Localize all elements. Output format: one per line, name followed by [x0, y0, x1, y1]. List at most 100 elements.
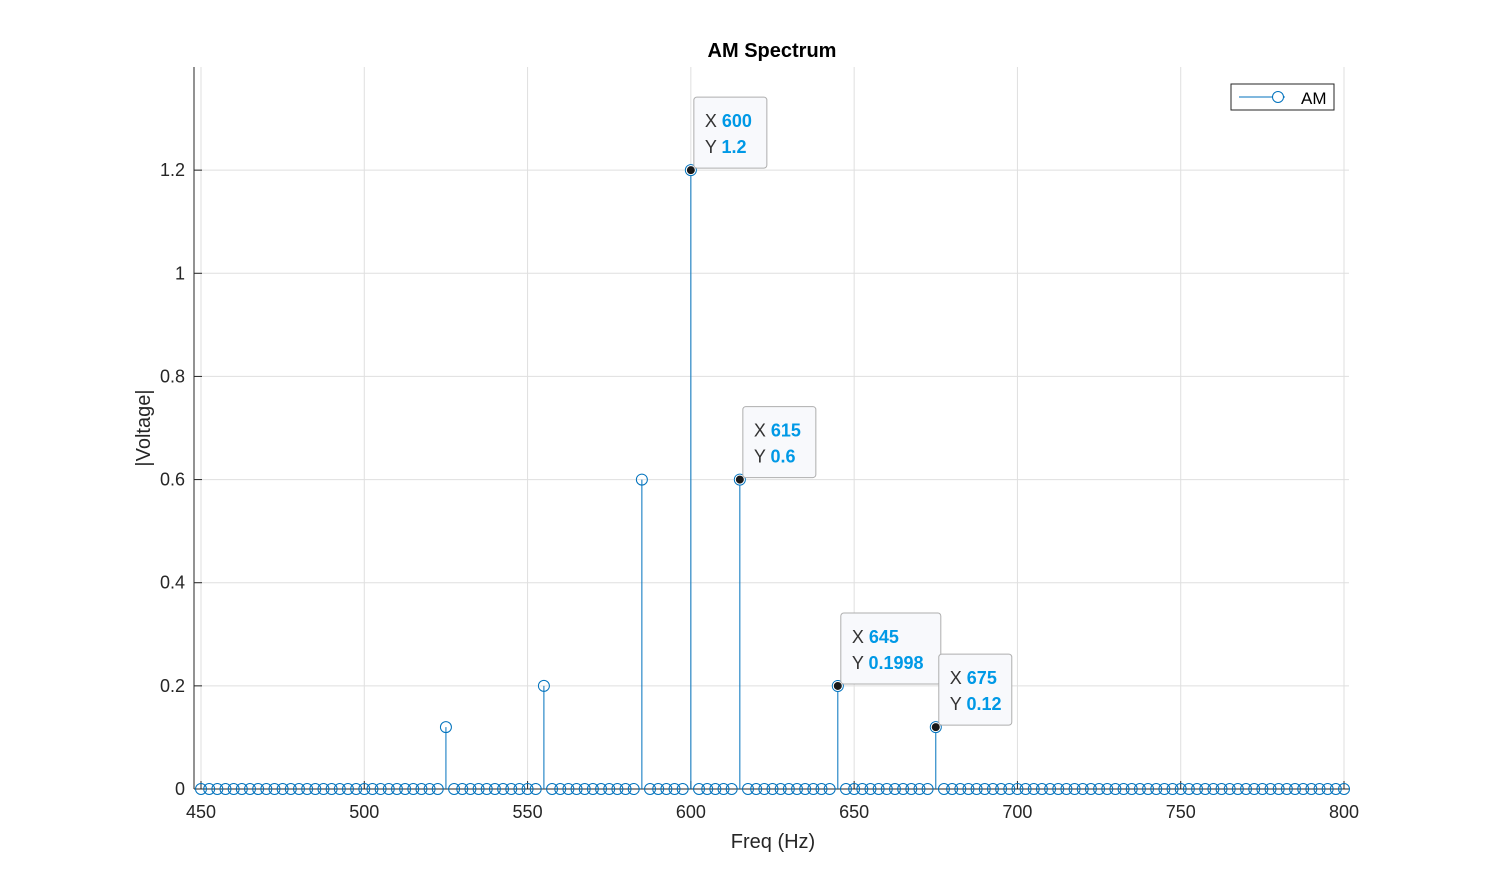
stem-marker — [537, 679, 550, 692]
axes-layer: 450 500 550 600 650 700 750 800 0 0.2 0.4 0.6 0.8 1 1.… — [160, 67, 1359, 822]
stem-marker — [595, 783, 608, 795]
stem-marker — [652, 783, 665, 795]
datatip-x: X 615 — [754, 421, 801, 441]
y-tick-label: 0.4 — [160, 573, 185, 593]
stem-marker — [243, 783, 256, 795]
stem-marker — [1101, 783, 1114, 795]
stem-marker — [382, 783, 395, 795]
x-axis-label: Freq (Hz) — [731, 831, 815, 853]
y-tick-label: 1 — [175, 263, 185, 283]
stem-marker — [709, 783, 722, 795]
stem-marker — [341, 783, 354, 795]
stem-marker — [276, 783, 289, 795]
stem-marker — [333, 783, 346, 795]
stem-marker — [456, 783, 469, 795]
stem-marker — [431, 783, 444, 795]
stem-marker — [1264, 783, 1277, 795]
datatip-x: X 645 — [852, 627, 899, 647]
x-tick-label: 550 — [513, 802, 543, 822]
stem-marker — [978, 783, 991, 795]
stem-marker — [1035, 783, 1048, 795]
stem-marker — [358, 783, 371, 795]
stem-marker — [464, 783, 477, 795]
legend: AM — [1230, 83, 1335, 111]
stem-marker — [1240, 783, 1253, 795]
stem-marker — [1117, 783, 1130, 795]
stem-marker — [962, 783, 975, 795]
datatip-y: Y 0.6 — [754, 447, 796, 467]
stem-marker — [1199, 783, 1212, 795]
stem-marker — [790, 783, 803, 795]
y-tick-label: 0 — [175, 779, 185, 799]
stem-marker — [480, 783, 493, 795]
x-tick-label: 700 — [1002, 802, 1032, 822]
stem-marker — [644, 783, 657, 795]
stem-marker — [995, 783, 1008, 795]
stem-marker — [211, 783, 224, 795]
stem-marker — [448, 783, 461, 795]
stem-marker — [733, 473, 746, 486]
stem-marker — [374, 783, 387, 795]
stem-marker — [1003, 783, 1016, 795]
stem-marker — [578, 783, 591, 795]
stem-marker — [807, 783, 820, 795]
stem-marker — [668, 783, 681, 795]
x-tick-label: 450 — [186, 802, 216, 822]
stem-marker — [856, 783, 869, 795]
stem-marker — [309, 783, 322, 795]
stem-marker — [611, 783, 624, 795]
stem-marker — [635, 473, 648, 486]
stem-marker — [268, 783, 281, 795]
stem-marker — [1044, 783, 1057, 795]
stem-marker — [513, 783, 526, 795]
x-tick-label: 600 — [676, 802, 706, 822]
stem-marker — [880, 783, 893, 795]
y-tick-label: 1.2 — [160, 160, 185, 180]
datatip-marker — [832, 680, 843, 691]
stem-marker — [292, 783, 305, 795]
stem-marker — [921, 783, 934, 795]
stem-marker — [660, 783, 673, 795]
stem-marker — [1191, 783, 1204, 795]
stem-marker — [782, 783, 795, 795]
stem-marker — [1207, 783, 1220, 795]
stem-marker — [1272, 783, 1285, 795]
stem-marker — [1125, 783, 1138, 795]
stem-marker — [366, 783, 379, 795]
stem-marker — [570, 783, 583, 795]
stem-marker — [725, 783, 738, 795]
stem-marker — [497, 783, 510, 795]
legend-entry: AM — [1301, 89, 1327, 108]
stem-marker — [1027, 783, 1040, 795]
stem-marker — [529, 783, 542, 795]
stem-marker — [1297, 783, 1310, 795]
stem-marker — [1231, 783, 1244, 795]
stem-marker — [1142, 783, 1155, 795]
stem-marker — [439, 721, 452, 734]
datatip-marker — [930, 722, 941, 733]
stem-marker — [799, 783, 812, 795]
datatip-marker — [734, 474, 745, 485]
datatip-box — [693, 96, 768, 169]
stem-marker — [1329, 783, 1342, 795]
stem-marker — [1182, 783, 1195, 795]
stem-marker — [1223, 783, 1236, 795]
stem-marker — [929, 721, 942, 734]
x-tick-label: 800 — [1329, 802, 1359, 822]
stem-marker — [1019, 783, 1032, 795]
stem-marker — [986, 783, 999, 795]
stem-marker — [742, 783, 755, 795]
datatips-layer: X 600 Y 1.2 X 615 Y 0.6 X 645 Y 0.1998 X 675 Y … — [685, 96, 1013, 733]
stem-marker — [701, 783, 714, 795]
stem-marker — [546, 783, 559, 795]
stem-marker — [195, 783, 207, 795]
stem-marker — [1321, 783, 1334, 795]
stem-marker — [1133, 783, 1146, 795]
stem-marker — [815, 783, 828, 795]
stem-marker — [693, 783, 706, 795]
stem-marker — [897, 783, 910, 795]
stem-marker — [1313, 783, 1326, 795]
stem-marker — [1150, 783, 1163, 795]
chart-title: AM Spectrum — [708, 40, 837, 62]
